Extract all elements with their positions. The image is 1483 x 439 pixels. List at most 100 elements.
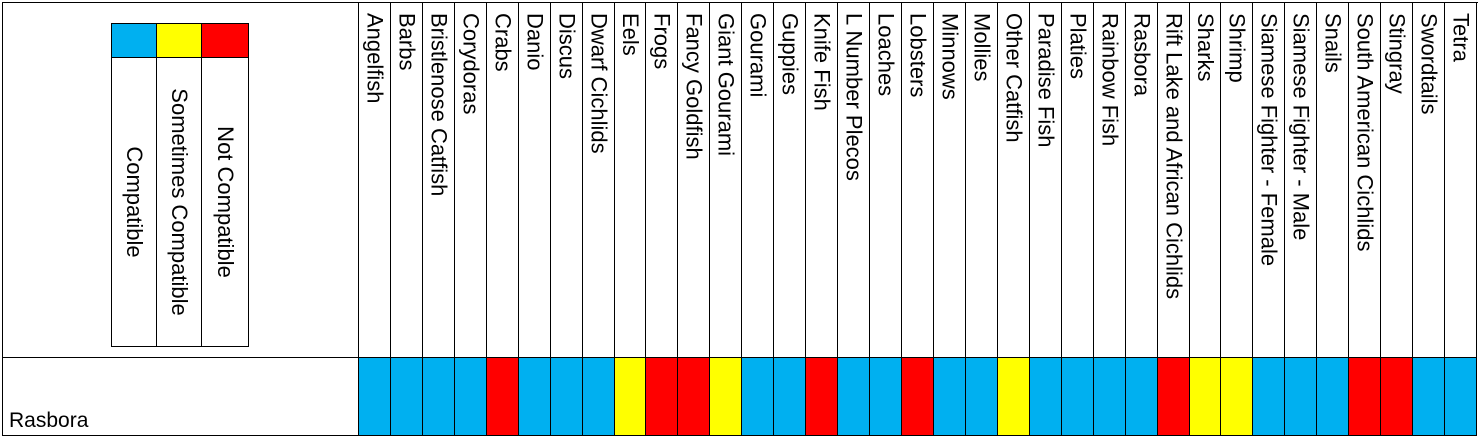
compatibility-cell <box>1413 358 1445 436</box>
column-header-label: Paradise Fish <box>1033 13 1059 148</box>
compatibility-cell <box>1445 358 1477 436</box>
column-header-label: Siamese Fighter - Female <box>1256 13 1282 267</box>
column-header-label: Platies <box>1065 13 1091 80</box>
column-header-label: Swordtails <box>1416 13 1442 115</box>
column-header: Minnows <box>934 3 966 358</box>
column-header-label: Shrimp <box>1224 13 1250 83</box>
compatibility-cell <box>551 358 583 436</box>
compatibility-cell <box>934 358 966 436</box>
column-header: Crabs <box>487 3 519 358</box>
column-header-label: Giant Gourami <box>713 13 739 157</box>
column-header-label: Crabs <box>490 13 516 72</box>
compatibility-cell <box>359 358 391 436</box>
column-header-label: L Number Plecos <box>841 13 867 181</box>
compatibility-cell <box>1190 358 1221 436</box>
compatibility-cell <box>1158 358 1190 436</box>
compatibility-cell <box>519 358 551 436</box>
compatibility-cell <box>1030 358 1062 436</box>
compatibility-cell <box>838 358 870 436</box>
column-header-label: Danio <box>522 13 548 71</box>
column-header: Shrimp <box>1221 3 1253 358</box>
row-label: Rasbora <box>9 409 89 432</box>
column-header-label: Rasbora <box>1129 13 1155 97</box>
compatibility-cell <box>1126 358 1158 436</box>
legend-col-compatible: Compatible <box>112 58 157 346</box>
compatibility-cell <box>966 358 998 436</box>
column-header-label: Dwarf Cichlids <box>586 13 612 154</box>
column-header: Fancy Goldfish <box>678 3 710 358</box>
column-header: Loaches <box>870 3 902 358</box>
compatibility-cell <box>1285 358 1317 436</box>
column-header: Eels <box>615 3 646 358</box>
column-header-label: Snails <box>1320 13 1346 73</box>
column-header: Tetra <box>1445 3 1477 358</box>
compatibility-cell <box>1062 358 1094 436</box>
column-header-label: South American Cichlids <box>1352 13 1378 252</box>
legend-swatch-compatible <box>112 24 157 58</box>
column-header-label: Lobsters <box>905 13 931 98</box>
legend-cell: Compatible Sometimes Compatible Not Comp… <box>3 3 359 358</box>
compatibility-cell <box>1253 358 1285 436</box>
column-header: Snails <box>1317 3 1349 358</box>
column-header-label: Frogs <box>649 13 675 70</box>
legend-col-sometimes: Sometimes Compatible <box>157 58 202 346</box>
compatibility-cell <box>455 358 487 436</box>
column-header-label: Knife Fish <box>809 13 835 111</box>
column-header: Other Catfish <box>998 3 1030 358</box>
legend-swatch-sometimes <box>157 24 202 58</box>
column-header-label: Gourami <box>745 13 771 98</box>
column-header: Discus <box>551 3 583 358</box>
column-header-label: Stingray <box>1384 13 1410 94</box>
compatibility-cell <box>487 358 519 436</box>
compatibility-cell <box>902 358 934 436</box>
column-header: Corydoras <box>455 3 487 358</box>
column-header-label: Loaches <box>873 13 899 97</box>
column-header-label: Tetra <box>1448 13 1474 62</box>
compatibility-cell <box>870 358 902 436</box>
column-header-label: Guppies <box>777 13 803 95</box>
column-header: South American Cichlids <box>1349 3 1381 358</box>
compatibility-cell <box>615 358 646 436</box>
legend-label-sometimes: Sometimes Compatible <box>167 88 192 316</box>
column-header: Lobsters <box>902 3 934 358</box>
compatibility-cell <box>1094 358 1126 436</box>
column-header-label: Other Catfish <box>1001 13 1027 143</box>
column-header: Rasbora <box>1126 3 1158 358</box>
column-header: L Number Plecos <box>838 3 870 358</box>
column-header-label: Siamese Fighter - Male <box>1288 13 1314 241</box>
compatibility-cell <box>646 358 678 436</box>
column-header-label: Angelfish <box>362 13 388 104</box>
column-header: Angelfish <box>359 3 391 358</box>
column-header: Gourami <box>742 3 774 358</box>
compatibility-cell <box>1221 358 1253 436</box>
compatibility-cell <box>806 358 838 436</box>
column-header: Bristlenose Catfish <box>423 3 455 358</box>
compatibility-cell <box>391 358 423 436</box>
column-header: Danio <box>519 3 551 358</box>
compatibility-cell <box>998 358 1030 436</box>
compatibility-cell <box>742 358 774 436</box>
row-label-cell: Rasbora <box>3 358 359 436</box>
column-header: Stingray <box>1381 3 1413 358</box>
column-header: Swordtails <box>1413 3 1445 358</box>
compatibility-cell <box>1349 358 1381 436</box>
column-header-label: Corydoras <box>458 13 484 115</box>
column-header-label: Rainbow Fish <box>1097 13 1123 147</box>
column-header: Siamese Fighter - Male <box>1285 3 1317 358</box>
column-header-label: Sharks <box>1193 13 1218 82</box>
column-header-label: Minnows <box>937 13 963 100</box>
column-header: Guppies <box>774 3 806 358</box>
legend-col-not: Not Compatible <box>202 58 248 346</box>
compatibility-cell <box>678 358 710 436</box>
column-header: Rainbow Fish <box>1094 3 1126 358</box>
column-header-label: Mollies <box>969 13 995 82</box>
column-header: Barbs <box>391 3 423 358</box>
color-legend: Compatible Sometimes Compatible Not Comp… <box>111 23 249 347</box>
column-header: Mollies <box>966 3 998 358</box>
column-header: Siamese Fighter - Female <box>1253 3 1285 358</box>
compatibility-cell <box>1317 358 1349 436</box>
column-header: Rift Lake and African Cichlids <box>1158 3 1190 358</box>
compatibility-cell <box>583 358 615 436</box>
column-header-label: Discus <box>554 13 580 80</box>
